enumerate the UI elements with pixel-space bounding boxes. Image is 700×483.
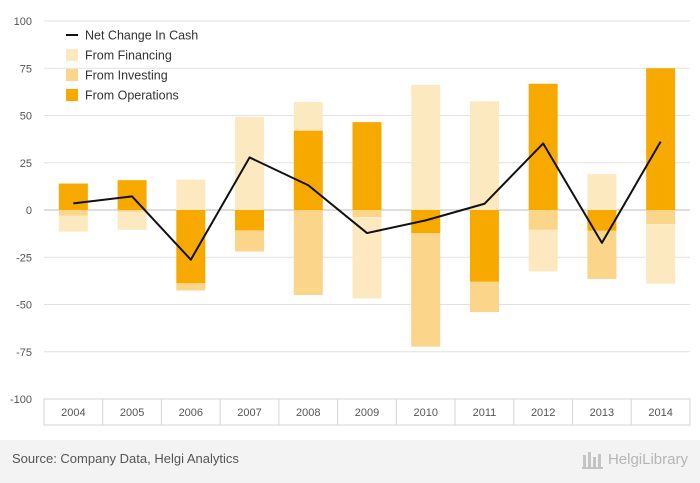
bar-from-financing bbox=[587, 174, 617, 210]
brand-name: HelgiLibrary bbox=[607, 450, 688, 468]
bar-from-financing bbox=[646, 224, 676, 284]
legend-label: From Investing bbox=[85, 69, 168, 83]
bar-from-operations bbox=[411, 210, 441, 234]
bar-from-investing bbox=[469, 281, 499, 313]
x-category-cell bbox=[513, 398, 574, 426]
bar-from-financing bbox=[411, 84, 441, 210]
bar-from-operations bbox=[58, 183, 88, 210]
x-tick-label: 2012 bbox=[531, 407, 555, 419]
bar-from-investing bbox=[117, 210, 147, 212]
legend-swatch bbox=[66, 69, 78, 81]
y-tick-label: -50 bbox=[16, 300, 32, 312]
bar-from-financing bbox=[58, 215, 88, 232]
bar-from-operations bbox=[469, 210, 499, 282]
x-tick-label: 2007 bbox=[237, 407, 261, 419]
x-category-cell bbox=[160, 398, 221, 426]
bar-from-investing bbox=[352, 210, 382, 218]
y-axis: 100 75 50 25 0 -25 -50 -75 -100 bbox=[10, 16, 32, 406]
legend: Net Change In Cash From Financing From Inv… bbox=[66, 29, 198, 103]
bar-from-operations bbox=[528, 83, 558, 210]
brand-logo: HelgiLibrary bbox=[581, 449, 688, 469]
x-category-cell bbox=[454, 398, 515, 426]
x-category-cell bbox=[630, 398, 691, 426]
legend-label: Net Change In Cash bbox=[85, 29, 198, 43]
bar-from-financing bbox=[176, 179, 206, 210]
y-tick-label: -75 bbox=[16, 347, 32, 359]
bar-from-operations bbox=[235, 210, 265, 231]
bar-from-operations bbox=[176, 210, 206, 284]
bar-from-operations bbox=[587, 210, 617, 231]
y-tick-label: -100 bbox=[10, 394, 32, 406]
bar-from-investing bbox=[293, 210, 323, 296]
x-tick-label: 2014 bbox=[648, 407, 672, 419]
x-tick-label: 2013 bbox=[590, 407, 614, 419]
legend-swatch bbox=[66, 49, 78, 61]
bar-from-investing bbox=[235, 230, 265, 252]
bar-from-financing bbox=[293, 101, 323, 131]
x-tick-label: 2006 bbox=[179, 407, 203, 419]
cash-flow-chart: 100 75 50 25 0 -25 -50 -75 -100 2004 2005 2006 2007… bbox=[10, 16, 691, 426]
bar-from-financing bbox=[235, 117, 265, 210]
bar-from-operations bbox=[293, 130, 323, 210]
footer: Source: Company Data, Helgi Analytics He… bbox=[0, 440, 700, 483]
y-tick-label: -25 bbox=[16, 252, 32, 264]
bars bbox=[58, 68, 676, 347]
bar-from-operations bbox=[352, 122, 382, 210]
x-category-cell bbox=[337, 398, 397, 426]
net-change-series-line bbox=[73, 141, 662, 261]
x-tick-label: 2004 bbox=[61, 407, 85, 419]
y-tick-label: 75 bbox=[20, 63, 32, 75]
x-category-cell bbox=[395, 398, 456, 426]
legend-label: From Financing bbox=[85, 49, 172, 63]
bar-from-investing bbox=[528, 210, 558, 230]
legend-label: From Operations bbox=[85, 89, 179, 103]
bar-from-financing bbox=[117, 211, 147, 230]
y-tick-label: 0 bbox=[26, 205, 32, 217]
y-tick-label: 100 bbox=[14, 16, 32, 28]
bar-from-financing bbox=[352, 217, 382, 299]
bar-from-investing bbox=[587, 230, 617, 279]
x-tick-label: 2010 bbox=[413, 407, 437, 419]
legend-swatch bbox=[66, 89, 78, 101]
bar-from-investing bbox=[411, 233, 441, 347]
x-tick-label: 2005 bbox=[120, 407, 144, 419]
bar-from-investing bbox=[176, 283, 206, 291]
x-tick-label: 2011 bbox=[473, 407, 497, 419]
library-icon bbox=[581, 452, 603, 469]
bar-from-financing bbox=[469, 101, 499, 210]
net-change-line bbox=[73, 141, 662, 261]
y-tick-label: 25 bbox=[20, 158, 32, 170]
x-category-cell bbox=[572, 398, 632, 426]
bar-from-investing bbox=[58, 210, 88, 216]
x-category-cell bbox=[219, 398, 280, 426]
source-note: Source: Company Data, Helgi Analytics bbox=[12, 451, 239, 466]
x-tick-label: 2008 bbox=[296, 407, 320, 419]
bar-from-financing bbox=[528, 229, 558, 272]
bar-from-operations bbox=[117, 180, 147, 210]
x-category-cell bbox=[43, 398, 104, 426]
x-tick-label: 2009 bbox=[355, 407, 379, 419]
bar-from-operations bbox=[646, 68, 676, 210]
bar-from-investing bbox=[646, 210, 676, 225]
y-tick-label: 50 bbox=[20, 111, 32, 123]
x-axis: 2004 2005 2006 2007 2008 2009 2010 2011 2012 2013… bbox=[43, 398, 691, 426]
